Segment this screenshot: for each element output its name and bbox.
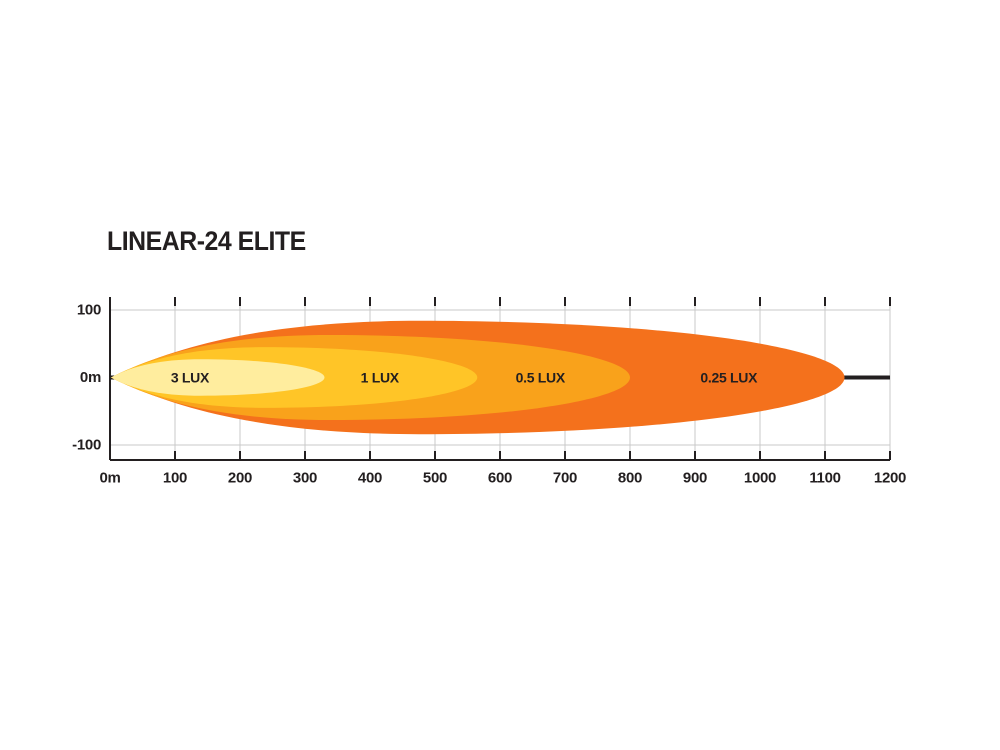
x-tick-label: 500 [423, 470, 447, 487]
zone-label: 3 LUX [171, 370, 210, 386]
x-tick-label: 700 [553, 470, 577, 487]
x-tick-label: 300 [293, 470, 317, 487]
y-tick-label: -100 [72, 437, 101, 454]
y-tick-label: 0m [80, 369, 101, 386]
x-tick-label: 1100 [809, 470, 840, 487]
zone-label: 0.5 LUX [516, 370, 566, 386]
y-tick-label: 100 [77, 302, 101, 319]
chart-title: LINEAR-24 ELITE [107, 226, 306, 256]
x-tick-label: 600 [488, 470, 512, 487]
x-tick-label: 200 [228, 470, 252, 487]
x-tick-label: 800 [618, 470, 642, 487]
zone-label: 1 LUX [361, 370, 400, 386]
x-tick-label: 0m [99, 470, 120, 487]
x-tick-label: 400 [358, 470, 382, 487]
x-tick-label: 1000 [744, 470, 776, 487]
zone-label: 0.25 LUX [700, 370, 758, 386]
x-tick-label: 900 [683, 470, 707, 487]
beam-zone-3-lux [111, 359, 325, 396]
x-tick-label: 100 [163, 470, 187, 487]
x-tick-label: 1200 [874, 470, 906, 487]
